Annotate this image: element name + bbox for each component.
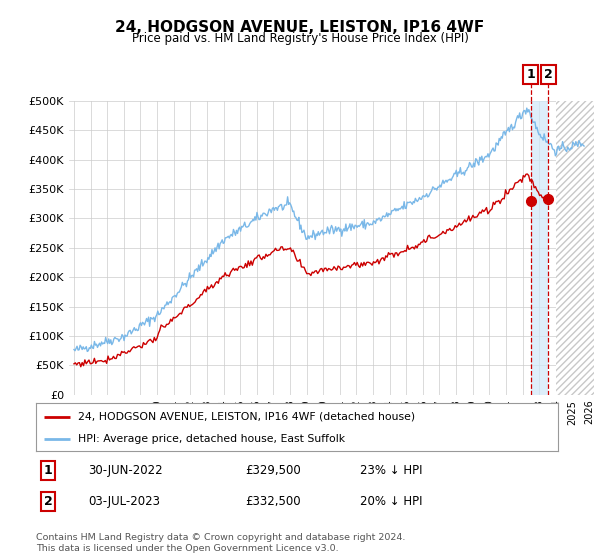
Text: 24, HODGSON AVENUE, LEISTON, IP16 4WF (detached house): 24, HODGSON AVENUE, LEISTON, IP16 4WF (d…: [78, 412, 415, 422]
Text: 2: 2: [544, 68, 553, 81]
Bar: [556, 101, 594, 395]
Text: Price paid vs. HM Land Registry's House Price Index (HPI): Price paid vs. HM Land Registry's House …: [131, 32, 469, 45]
Text: HPI: Average price, detached house, East Suffolk: HPI: Average price, detached house, East…: [78, 434, 345, 444]
Text: 1: 1: [44, 464, 53, 477]
Text: 03-JUL-2023: 03-JUL-2023: [88, 495, 160, 508]
Text: 2: 2: [44, 495, 53, 508]
Bar: [556, 101, 594, 395]
Text: £332,500: £332,500: [245, 495, 301, 508]
Text: 24, HODGSON AVENUE, LEISTON, IP16 4WF: 24, HODGSON AVENUE, LEISTON, IP16 4WF: [115, 20, 485, 35]
Text: £329,500: £329,500: [245, 464, 301, 477]
Bar: [531, 101, 548, 395]
Text: 23% ↓ HPI: 23% ↓ HPI: [359, 464, 422, 477]
Text: Contains HM Land Registry data © Crown copyright and database right 2024.
This d: Contains HM Land Registry data © Crown c…: [36, 533, 406, 553]
Text: 1: 1: [526, 68, 535, 81]
Text: 30-JUN-2022: 30-JUN-2022: [88, 464, 163, 477]
Text: 20% ↓ HPI: 20% ↓ HPI: [359, 495, 422, 508]
